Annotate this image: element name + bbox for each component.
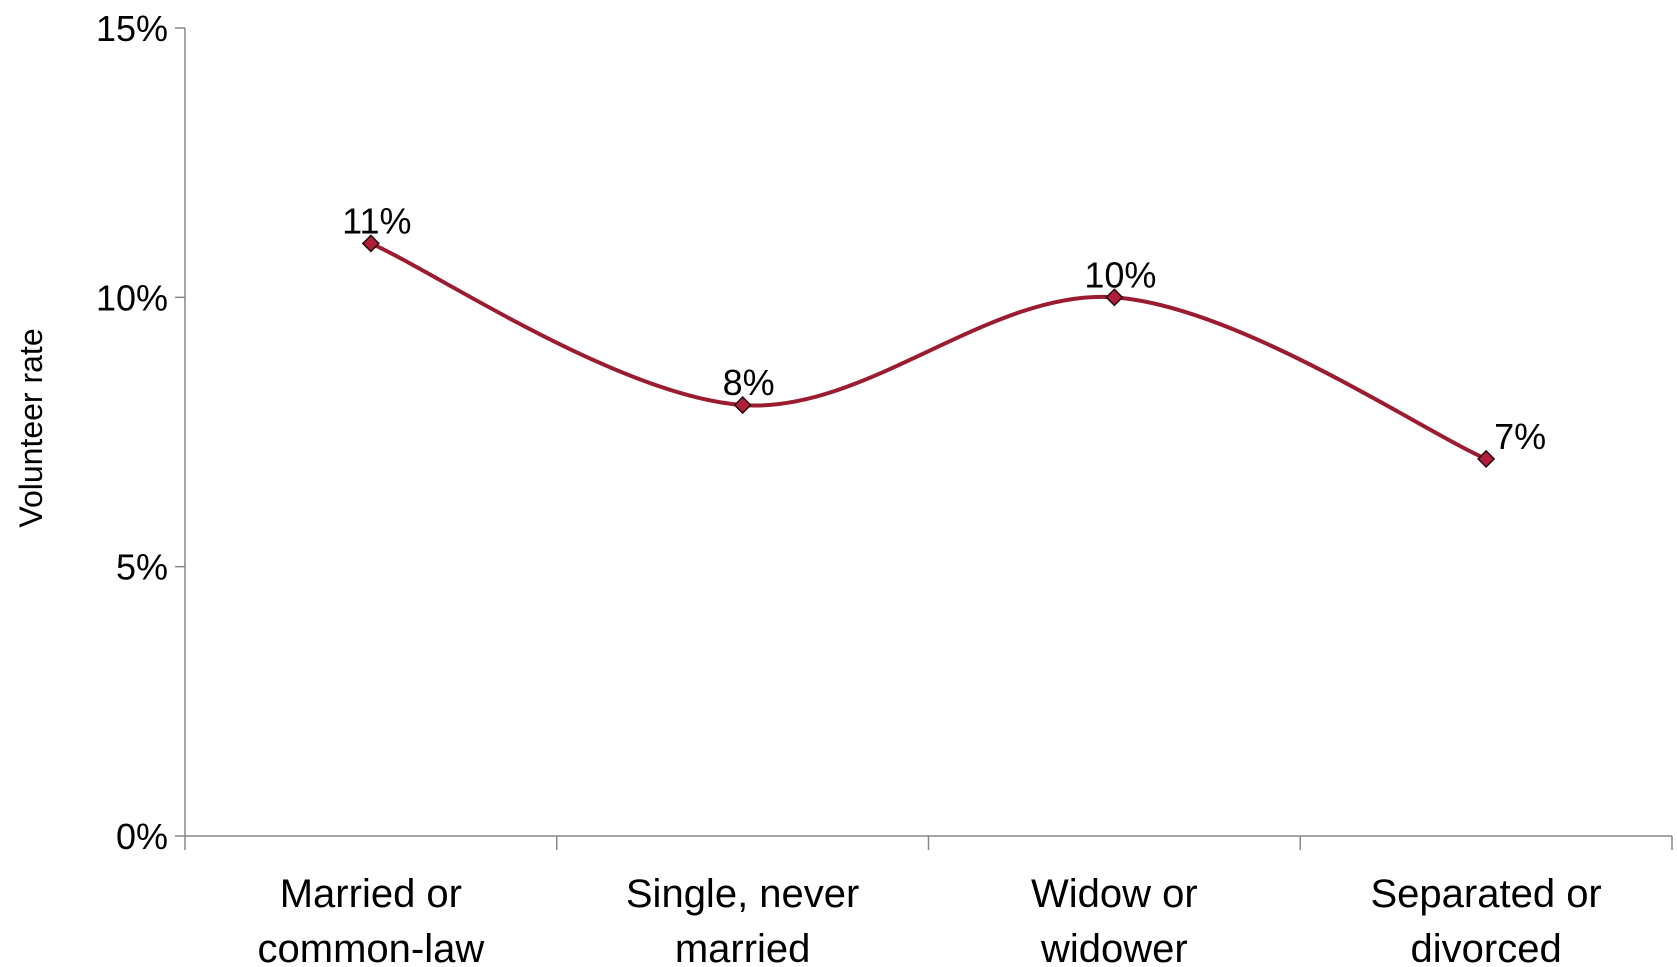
y-tick-label: 0%	[116, 816, 168, 857]
data-point-marker	[733, 396, 752, 415]
data-label: 8%	[723, 362, 775, 403]
y-axis-title: Volunteer rate	[13, 328, 49, 527]
category-label: Single, never married	[626, 872, 859, 967]
data-point-marker	[1477, 449, 1496, 468]
series-group: 11% 8% 10% 7%	[342, 200, 1546, 468]
data-point-marker	[361, 234, 380, 253]
data-label: 11%	[342, 200, 411, 241]
category-label: Widow or widower	[1031, 872, 1198, 967]
y-tick-label: 5%	[116, 547, 168, 588]
series-line	[370, 241, 1487, 461]
axes	[175, 27, 1673, 850]
data-label: 10%	[1084, 254, 1156, 295]
category-label: Married or common-law	[258, 872, 485, 967]
y-tick-label: 15%	[96, 8, 168, 49]
y-tick-label: 10%	[96, 277, 168, 318]
data-label: 7%	[1494, 416, 1546, 457]
category-labels: Married or common-law Single, never married…	[258, 872, 1602, 967]
category-label: Separated or divorced	[1370, 872, 1601, 967]
y-tick-labels: 0% 5% 10% 15%	[96, 8, 168, 857]
data-point-marker	[1105, 288, 1124, 307]
